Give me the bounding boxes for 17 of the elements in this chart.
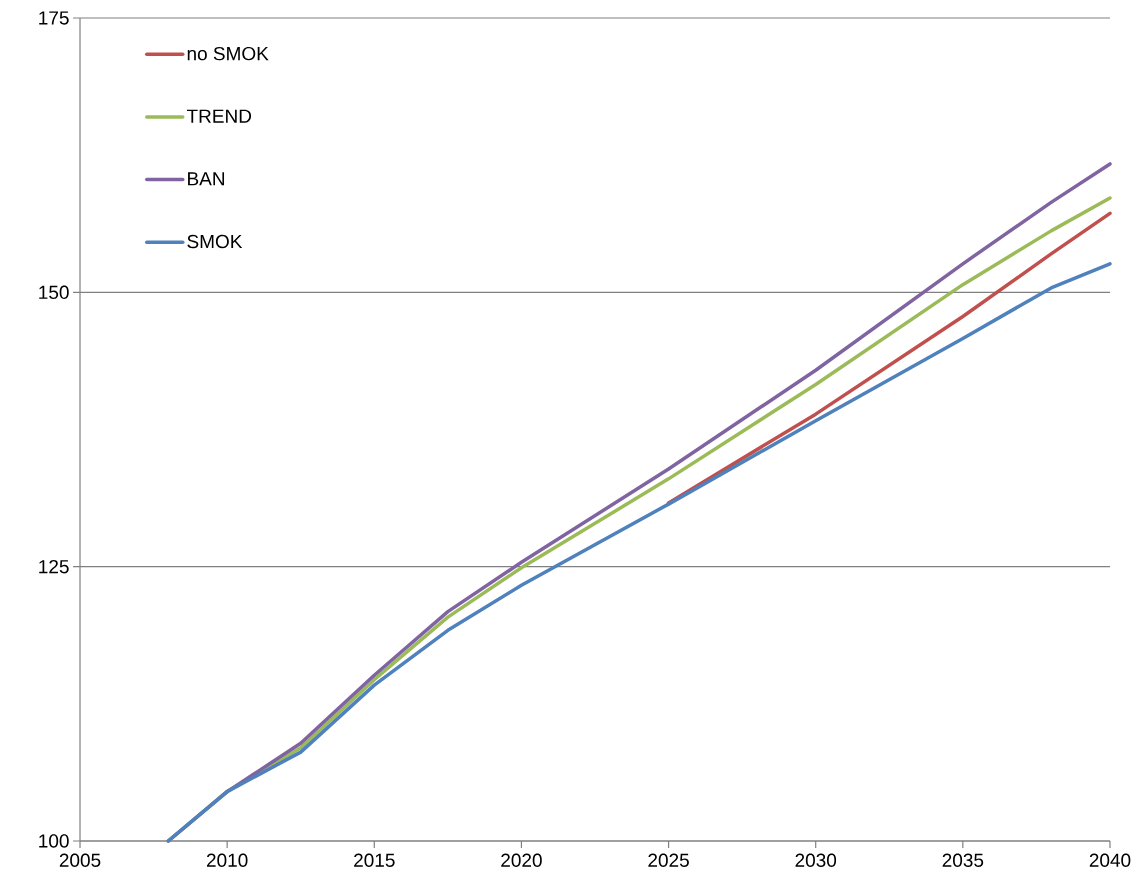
legend-label: SMOK: [187, 234, 243, 249]
x-tick-label: 2005: [59, 853, 101, 867]
x-tick-label: 2040: [1089, 853, 1131, 867]
x-tick-label: 2010: [206, 853, 248, 867]
x-tick-label: 2020: [501, 853, 542, 867]
legend-label: BAN: [188, 172, 225, 186]
y-tick-label: 175: [39, 11, 69, 25]
y-tick-label: 125: [39, 559, 69, 574]
x-tick-label: 2025: [648, 853, 689, 867]
legend-label: TREND: [186, 109, 252, 123]
y-tick-label: 100: [39, 834, 69, 848]
x-tick-label: 2030: [795, 853, 837, 867]
line-series: [666, 211, 1112, 505]
legend-label: no SMOK: [187, 46, 269, 61]
y-tick-label: 150: [39, 285, 69, 300]
x-tick-label: 2015: [354, 853, 395, 867]
x-tick-label: 2035: [942, 853, 984, 867]
